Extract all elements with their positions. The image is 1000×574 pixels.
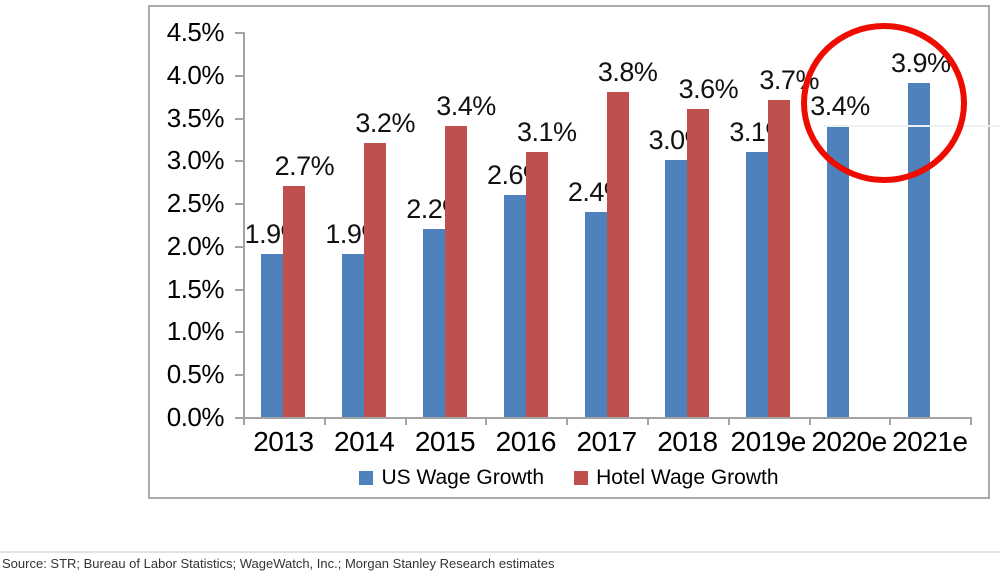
x-tick-mark bbox=[889, 417, 892, 425]
bar-us-2015 bbox=[423, 228, 445, 417]
bar-us-2016 bbox=[503, 194, 526, 417]
source-note: Source: STR; Bureau of Labor Statistics;… bbox=[2, 556, 555, 571]
bar-hotel-2017 bbox=[606, 91, 629, 417]
bar-hotel-2016 bbox=[525, 151, 548, 417]
legend-label-hotel: Hotel Wage Growth bbox=[596, 466, 779, 489]
y-axis-tick-label: 4.5% bbox=[166, 17, 225, 47]
data-label-hotel-2018: 3.6% bbox=[678, 74, 739, 104]
bar-us-2019e bbox=[746, 151, 769, 417]
y-tick-mark bbox=[235, 417, 243, 419]
legend-item-hotel: Hotel Wage Growth bbox=[574, 466, 779, 490]
bar-hotel-2019e bbox=[768, 100, 791, 417]
legend-label-us: US Wage Growth bbox=[381, 466, 545, 489]
data-label-hotel-2014: 3.2% bbox=[355, 108, 415, 139]
x-axis-label-2013: 2013 bbox=[253, 426, 314, 457]
y-tick-mark bbox=[235, 203, 243, 206]
y-axis-tick-label: 1.0% bbox=[166, 316, 225, 347]
x-tick-mark bbox=[404, 417, 407, 425]
x-axis-label-2020e: 2020e bbox=[811, 426, 887, 457]
legend-swatch-us bbox=[359, 471, 374, 485]
x-axis-label-2014: 2014 bbox=[334, 426, 395, 457]
data-label-us-2019e: 3.1% bbox=[729, 116, 789, 147]
x-tick-mark bbox=[323, 417, 326, 425]
data-label-hotel-2015: 3.4% bbox=[436, 91, 496, 122]
data-label-hotel-2016: 3.1% bbox=[517, 116, 577, 147]
y-axis-tick-label: 0.0% bbox=[166, 402, 225, 432]
y-tick-mark bbox=[235, 331, 243, 334]
x-tick-mark bbox=[566, 417, 569, 425]
data-label-us-2015: 2.2% bbox=[406, 193, 466, 224]
bar-hotel-2013 bbox=[283, 186, 306, 417]
x-axis-line bbox=[243, 417, 973, 419]
x-tick-mark bbox=[808, 417, 811, 425]
y-axis-tick-label: 2.5% bbox=[166, 188, 225, 219]
data-label-us-2017: 2.4% bbox=[567, 176, 628, 207]
x-axis-label-2019e: 2019e bbox=[730, 426, 807, 457]
y-tick-mark bbox=[235, 160, 243, 163]
y-axis-tick-label: 3.0% bbox=[166, 145, 225, 176]
x-tick-mark bbox=[970, 417, 973, 425]
chart-legend: US Wage Growth Hotel Wage Growth bbox=[150, 466, 988, 490]
legend-item-us: US Wage Growth bbox=[359, 466, 544, 490]
bar-us-2014 bbox=[342, 254, 365, 417]
data-label-us-2014: 1.9% bbox=[325, 219, 385, 250]
y-tick-mark bbox=[235, 74, 243, 77]
legend-swatch-hotel bbox=[574, 471, 589, 485]
data-label-hotel-2013: 2.7% bbox=[274, 151, 335, 181]
y-tick-mark bbox=[235, 374, 243, 377]
x-tick-mark bbox=[485, 417, 488, 425]
y-tick-mark bbox=[235, 117, 243, 120]
x-axis-label-2017: 2017 bbox=[576, 426, 637, 457]
bar-hotel-2015 bbox=[445, 126, 467, 417]
x-axis-label-2021e: 2021e bbox=[892, 426, 968, 457]
x-tick-mark bbox=[647, 417, 649, 425]
y-axis-tick-label: 2.0% bbox=[166, 230, 225, 261]
y-tick-mark bbox=[235, 288, 243, 291]
x-axis-label-2018: 2018 bbox=[657, 426, 718, 457]
footer-divider bbox=[0, 551, 1000, 553]
y-tick-mark bbox=[235, 32, 243, 34]
x-tick-mark bbox=[727, 417, 730, 425]
y-axis-tick-label: 4.0% bbox=[166, 59, 225, 90]
y-tick-mark bbox=[235, 245, 243, 248]
bar-us-2017 bbox=[584, 211, 607, 417]
data-label-hotel-2017: 3.8% bbox=[597, 56, 658, 87]
bar-us-2018 bbox=[665, 160, 688, 417]
annotation-circle bbox=[801, 23, 967, 183]
x-axis-label-2016: 2016 bbox=[495, 426, 557, 457]
x-tick-mark bbox=[243, 417, 245, 425]
y-axis-tick-label: 0.5% bbox=[166, 359, 225, 390]
bar-us-2013 bbox=[261, 254, 284, 417]
y-axis-tick-label: 3.5% bbox=[166, 102, 225, 133]
y-axis-line bbox=[243, 32, 245, 417]
bar-hotel-2014 bbox=[364, 143, 387, 417]
bar-hotel-2018 bbox=[687, 109, 710, 417]
y-axis-tick-label: 1.5% bbox=[166, 273, 225, 304]
bar-us-2020e bbox=[827, 126, 849, 417]
x-axis-label-2015: 2015 bbox=[414, 426, 476, 457]
